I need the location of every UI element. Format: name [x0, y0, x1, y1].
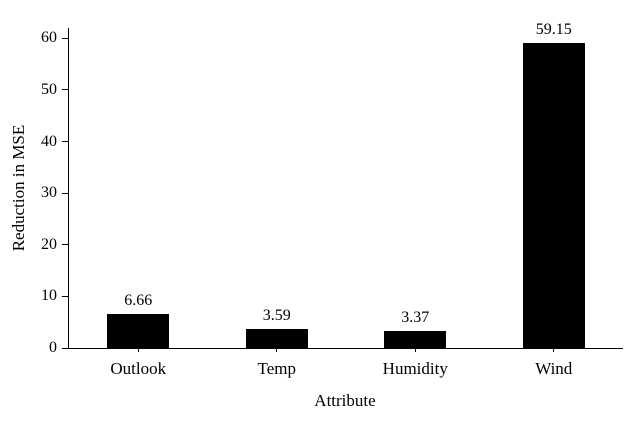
x-tick-label: Wind [535, 359, 573, 378]
y-tick-mark [62, 141, 68, 143]
x-tick-mark [414, 348, 416, 352]
x-tick-mark [276, 348, 278, 352]
y-tick-mark [62, 37, 68, 39]
y-tick-label: 10 [41, 287, 57, 305]
bar-value-label: 3.59 [262, 307, 291, 325]
y-tick-mark [62, 244, 68, 246]
y-tick-mark [62, 192, 68, 194]
x-tick-label: Temp [257, 359, 296, 378]
y-tick-mark [62, 89, 68, 91]
x-axis-label: Attribute [314, 391, 376, 410]
y-tick-mark [62, 295, 68, 297]
y-tick-label: 60 [41, 29, 57, 47]
x-tick-label: Humidity [382, 359, 448, 378]
x-tick-mark [553, 348, 555, 352]
y-tick-label: 50 [41, 80, 57, 98]
bar-temp [245, 329, 308, 348]
bar-value-label: 59.15 [535, 20, 572, 38]
y-tick-label: 30 [41, 184, 57, 202]
bar-humidity [384, 330, 447, 348]
y-tick-label: 20 [41, 235, 57, 253]
bar-outlook [107, 313, 170, 348]
bar-value-label: 6.66 [124, 291, 153, 309]
y-tick-mark [62, 347, 68, 349]
x-tick-label: Outlook [110, 359, 167, 378]
x-tick-mark [137, 348, 139, 352]
bar-value-label: 3.37 [401, 308, 430, 326]
plot-area: 0 10 20 30 40 50 60 6.66 Outlook 3.59 Temp 3.37 Humi… [41, 21, 623, 377]
bar-wind [522, 42, 585, 348]
y-tick-label: 40 [41, 132, 57, 150]
y-tick-label: 0 [49, 339, 57, 356]
